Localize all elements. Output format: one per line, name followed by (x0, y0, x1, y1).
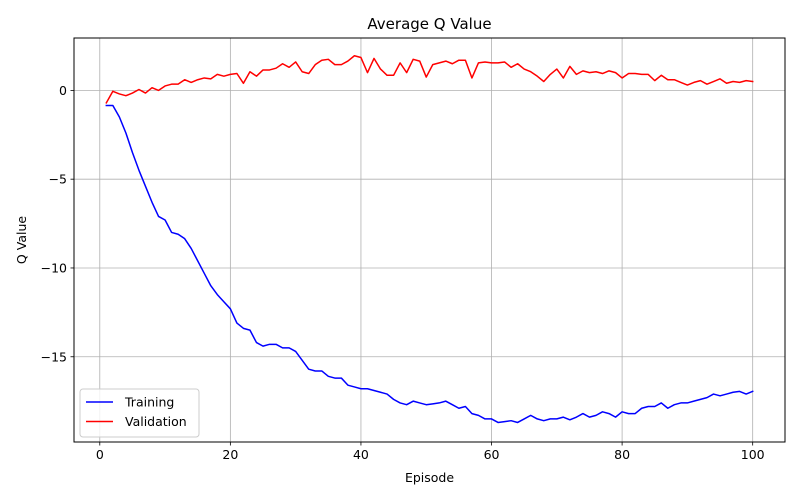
y-tick-label: 0 (59, 83, 67, 98)
y-tick-label: −15 (41, 349, 67, 364)
series-line-validation (105, 55, 754, 104)
legend-label-validation: Validation (125, 414, 187, 429)
y-tick-label: −10 (41, 260, 67, 275)
y-axis-label: Q Value (14, 216, 29, 264)
x-tick-label: 80 (614, 447, 630, 462)
axes-frame (73, 37, 786, 443)
tick-layer: 0 20 40 60 80 100 0 −5 −10 −15 (41, 83, 765, 462)
x-tick-label: 40 (353, 447, 369, 462)
y-tick-label: −5 (49, 172, 67, 187)
series-line-training (105, 104, 754, 424)
x-tick-label: 0 (96, 447, 104, 462)
x-axis-label: Episode (405, 470, 454, 485)
grid-layer (74, 38, 785, 442)
legend: Training Validation (79, 388, 200, 438)
series-layer (105, 55, 754, 424)
x-tick-label: 100 (741, 447, 765, 462)
chart-title: Average Q Value (367, 15, 491, 33)
legend-label-training: Training (124, 395, 174, 410)
x-tick-label: 60 (484, 447, 500, 462)
legend-box (79, 388, 200, 438)
x-tick-label: 20 (222, 447, 238, 462)
